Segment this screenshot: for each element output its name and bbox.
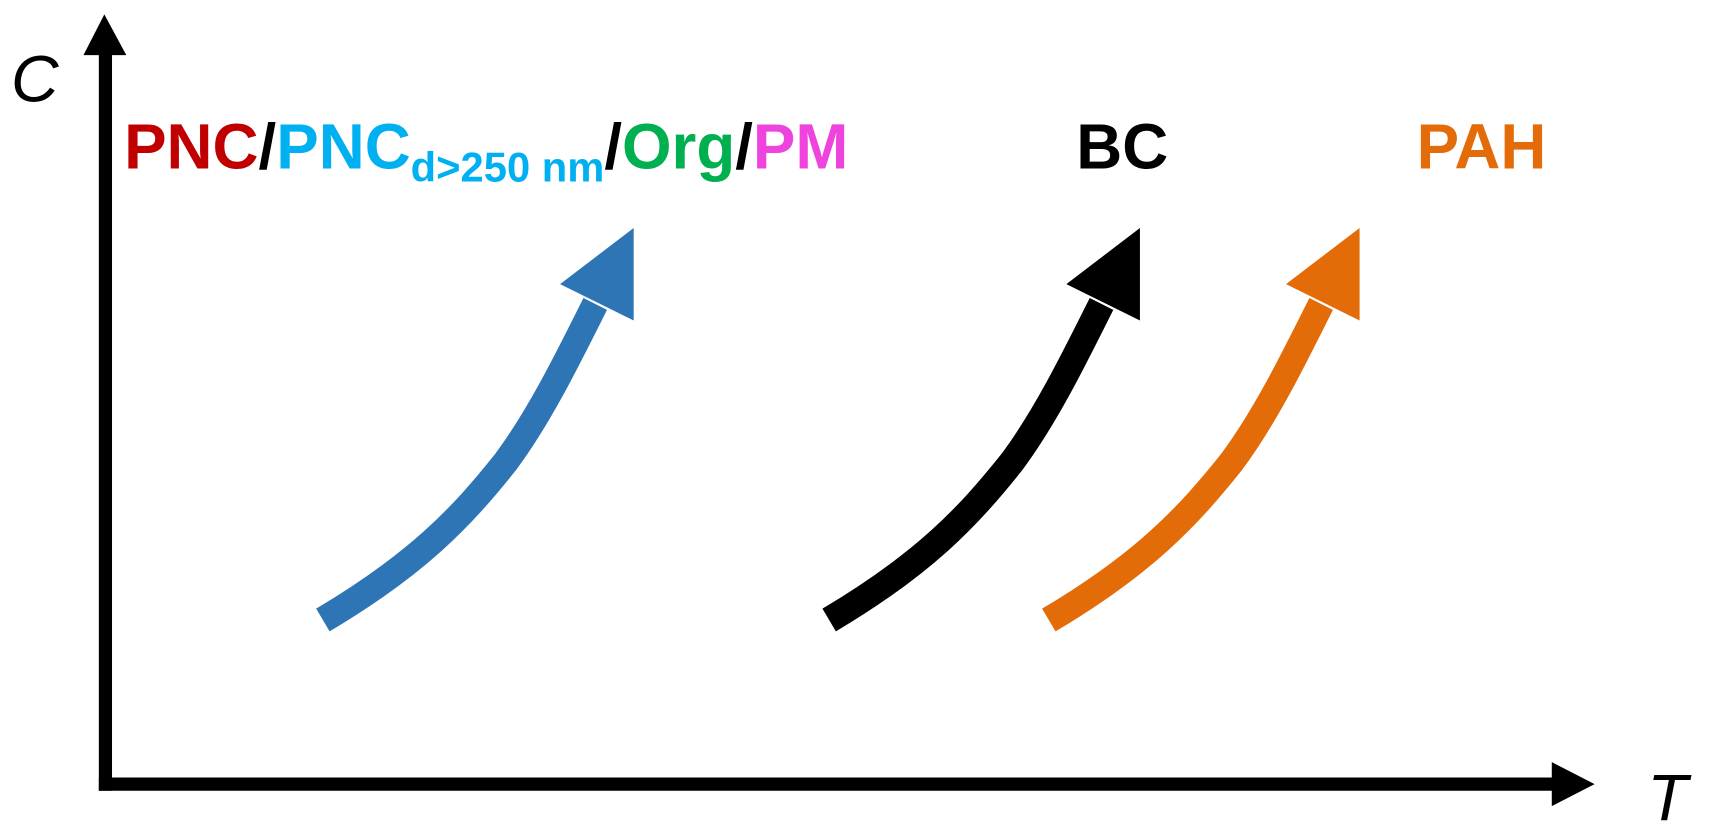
label-part: PNC [276,110,410,182]
label-part: PNC [124,110,258,182]
y-axis-arrowhead [83,14,127,56]
label-part: Org [622,110,735,182]
label-separator: / [259,110,277,182]
arrow-shaft [1042,298,1333,632]
y-axis-label: C [11,41,59,115]
group-label: PAH [1417,110,1547,182]
x-axis-arrowhead [1551,762,1595,807]
group-label: BC [1076,110,1168,182]
orange-arrow [1042,227,1360,632]
label-separator: / [735,110,753,182]
black-arrow [822,227,1140,632]
arrow-shaft [316,298,608,632]
blue-arrow [316,227,634,632]
arrow-head [560,227,634,321]
arrow-shaft [822,298,1114,632]
arrow-head [1286,227,1360,321]
label-part: PM [753,110,849,182]
label-separator: / [604,110,622,182]
arrow-head [1066,227,1140,321]
label-subscript: d>250 nm [411,144,605,191]
group-label: PNC/PNCd>250 nm/Org/PM [124,110,848,190]
x-axis-label: T [1647,760,1692,834]
